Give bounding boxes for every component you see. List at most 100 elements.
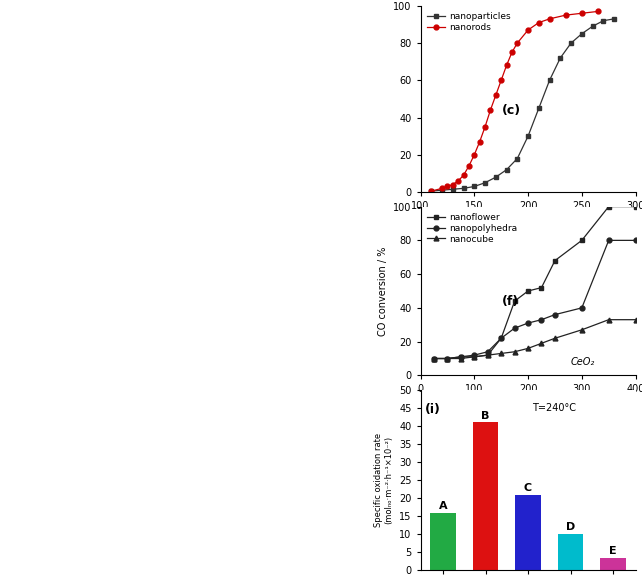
nanorods: [562, 12, 569, 19]
nanocube: [430, 355, 438, 362]
nanopolyhedra: [525, 320, 532, 327]
Text: A: A: [438, 501, 447, 511]
nanocube: [632, 316, 639, 323]
nanoparticles: [568, 40, 575, 47]
nanopolyhedra: [511, 325, 519, 332]
nanorods: [492, 92, 499, 99]
Bar: [473, 423, 498, 570]
nanoparticles: [492, 173, 499, 180]
nanoparticles: [600, 17, 607, 24]
nanoflower: [632, 203, 639, 210]
Bar: [430, 513, 456, 570]
Line: nanoparticles: nanoparticles: [429, 16, 616, 194]
nanopolyhedra: [498, 335, 505, 342]
nanorods: [438, 185, 446, 192]
nanocube: [551, 335, 559, 342]
nanoflower: [578, 237, 586, 244]
nanorods: [444, 183, 451, 190]
nanorods: [460, 172, 467, 179]
nanopolyhedra: [430, 355, 438, 362]
X-axis label: Temperature /°C ⟶: Temperature /°C ⟶: [480, 400, 577, 410]
nanorods: [508, 49, 516, 56]
Text: CeO₂: CeO₂: [571, 357, 595, 367]
nanoparticles: [514, 155, 521, 162]
nanorods: [525, 27, 532, 34]
Text: C: C: [524, 483, 532, 493]
nanopolyhedra: [537, 316, 545, 323]
nanopolyhedra: [632, 237, 639, 244]
Line: nanoflower: nanoflower: [431, 204, 638, 361]
Text: B: B: [482, 411, 490, 421]
nanoparticles: [525, 133, 532, 140]
nanorods: [535, 19, 542, 26]
nanorods: [449, 181, 456, 188]
Line: nanorods: nanorods: [429, 9, 600, 194]
nanocube: [511, 348, 519, 355]
Line: nanocube: nanocube: [431, 317, 638, 361]
X-axis label: T/ °C ⟶: T/ °C ⟶: [508, 217, 548, 226]
nanoparticles: [503, 166, 510, 173]
nanoflower: [457, 353, 465, 360]
nanoparticles: [482, 179, 489, 186]
Bar: [600, 558, 626, 570]
nanocube: [457, 355, 465, 362]
nanorods: [487, 107, 494, 113]
nanocube: [537, 340, 545, 347]
nanorods: [482, 123, 489, 130]
Text: D: D: [566, 523, 575, 533]
nanorods: [465, 162, 473, 169]
nanopolyhedra: [457, 353, 465, 360]
nanopolyhedra: [578, 304, 586, 311]
nanocube: [525, 345, 532, 352]
nanocube: [471, 353, 478, 360]
nanopolyhedra: [484, 348, 492, 355]
Legend: nanoflower, nanopolyhedra, nanocube: nanoflower, nanopolyhedra, nanocube: [425, 211, 519, 246]
nanocube: [484, 352, 492, 359]
nanoparticles: [535, 105, 542, 112]
nanoparticles: [471, 183, 478, 190]
nanocube: [498, 350, 505, 357]
Text: (c): (c): [502, 104, 521, 117]
nanoparticles: [428, 187, 435, 194]
nanoparticles: [611, 15, 618, 22]
nanoparticles: [449, 186, 456, 193]
Y-axis label: CO conversion / %: CO conversion / %: [377, 246, 388, 336]
nanoparticles: [546, 77, 553, 84]
nanoflower: [551, 257, 559, 264]
Y-axis label: Specific oxidation rate
(molₙₒ·m⁻²·h⁻¹×10⁻²): Specific oxidation rate (molₙₒ·m⁻²·h⁻¹×1…: [374, 433, 394, 527]
nanorods: [471, 151, 478, 158]
Text: T=240°C: T=240°C: [532, 403, 577, 413]
nanoflower: [444, 355, 451, 362]
nanoparticles: [589, 23, 596, 30]
nanopolyhedra: [605, 237, 612, 244]
nanocube: [578, 327, 586, 333]
Legend: nanoparticles, nanorods: nanoparticles, nanorods: [425, 10, 513, 34]
nanoflower: [511, 297, 519, 304]
nanoparticles: [557, 55, 564, 62]
nanorods: [455, 178, 462, 184]
nanocube: [444, 355, 451, 362]
nanopolyhedra: [444, 355, 451, 362]
nanorods: [514, 40, 521, 47]
Line: nanopolyhedra: nanopolyhedra: [431, 238, 638, 361]
nanoflower: [525, 288, 532, 294]
nanoflower: [498, 335, 505, 342]
nanorods: [594, 8, 602, 15]
nanoflower: [537, 284, 545, 291]
nanoflower: [605, 203, 612, 210]
nanorods: [428, 187, 435, 194]
nanorods: [546, 15, 553, 22]
nanoparticles: [578, 30, 586, 37]
nanorods: [498, 77, 505, 84]
nanorods: [578, 10, 586, 17]
Text: (f): (f): [502, 294, 519, 307]
nanorods: [476, 139, 483, 146]
nanorods: [503, 62, 510, 69]
nanoparticles: [460, 185, 467, 192]
nanoparticles: [438, 187, 446, 194]
Text: (i): (i): [425, 403, 440, 416]
nanopolyhedra: [471, 352, 478, 359]
Text: E: E: [609, 546, 617, 556]
nanopolyhedra: [551, 311, 559, 318]
nanoflower: [471, 353, 478, 360]
